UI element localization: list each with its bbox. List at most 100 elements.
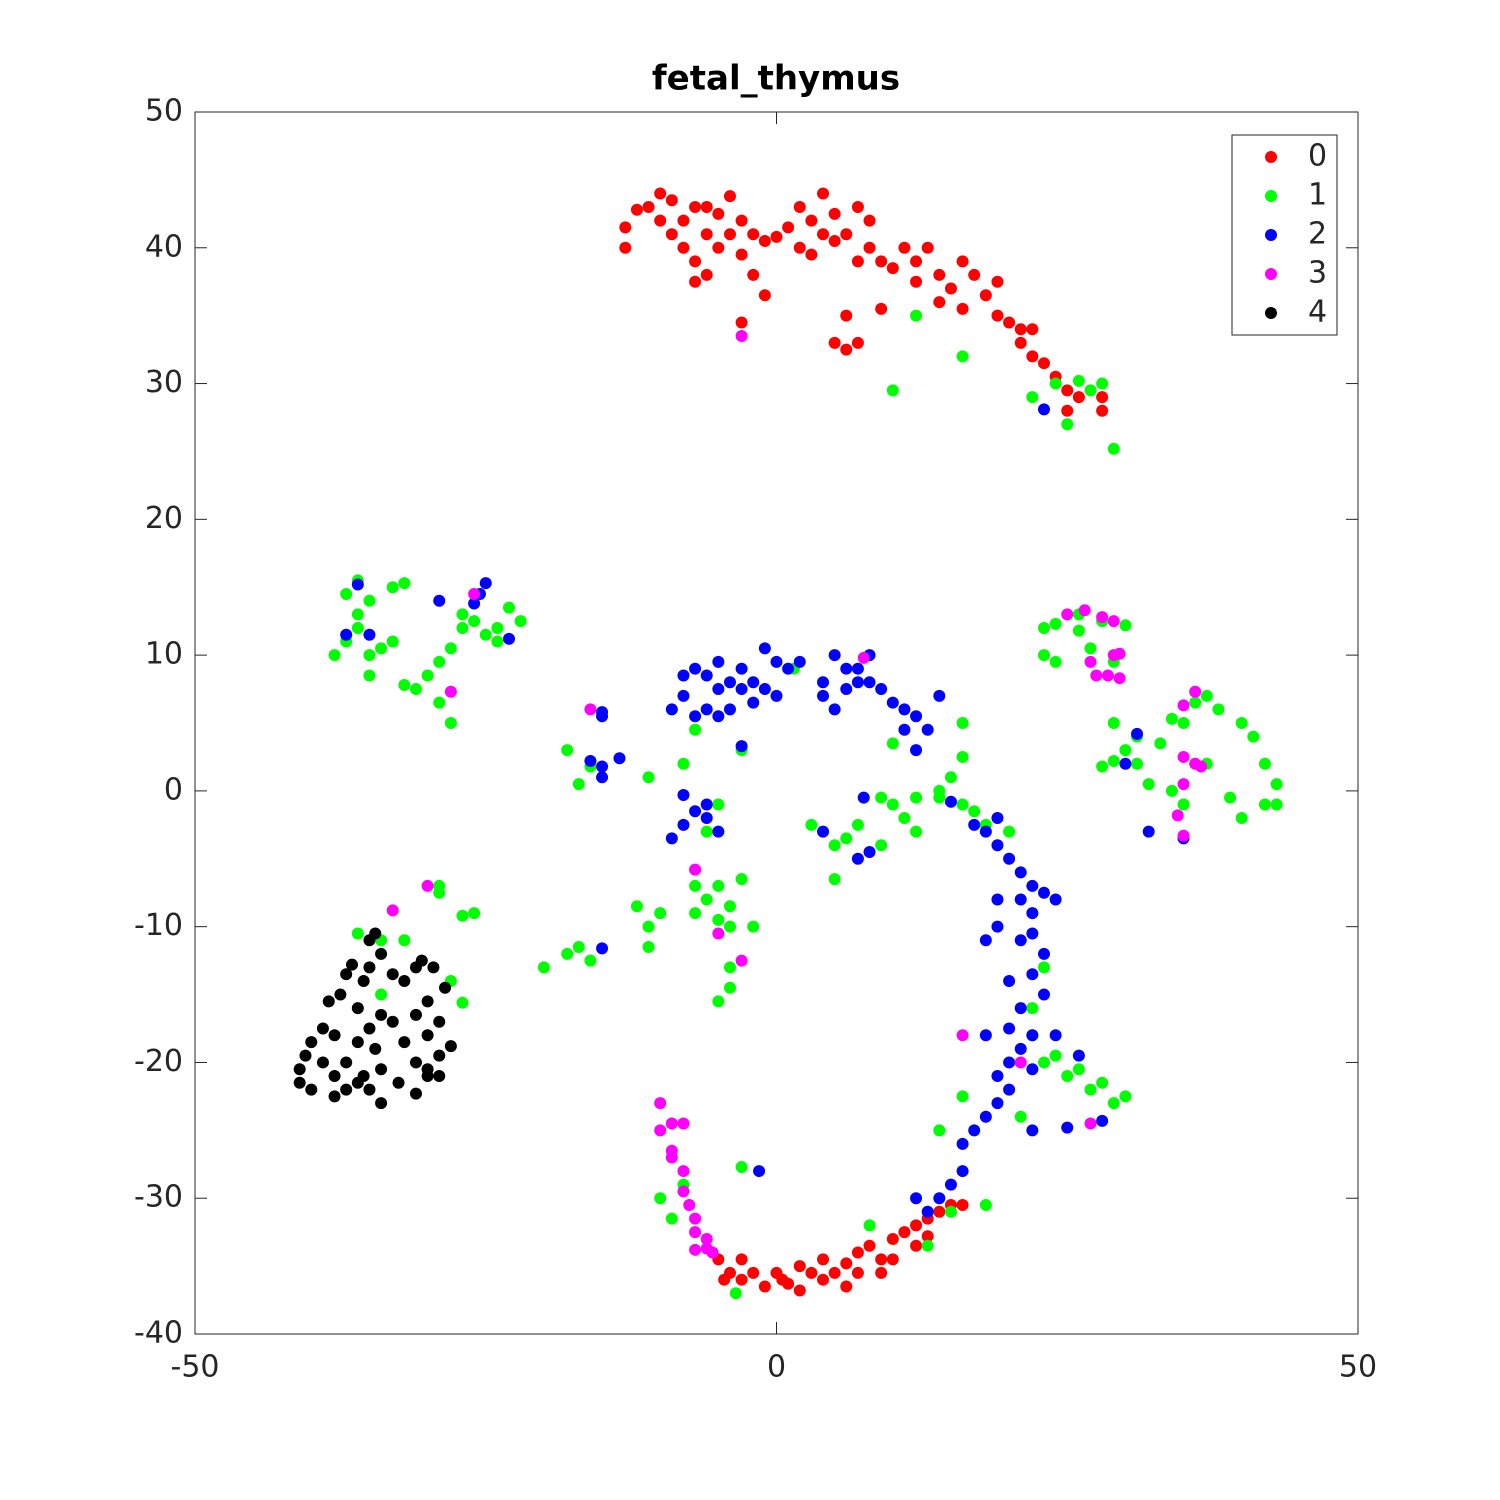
- point: [433, 1049, 446, 1062]
- point: [444, 642, 457, 655]
- point: [857, 791, 870, 804]
- point: [456, 621, 469, 634]
- point: [421, 879, 434, 892]
- point: [328, 1090, 341, 1103]
- point: [654, 907, 667, 920]
- point: [398, 934, 411, 947]
- point: [444, 717, 457, 729]
- point: [363, 628, 376, 641]
- legend-marker: [1265, 190, 1277, 202]
- point: [1003, 316, 1016, 329]
- point: [956, 302, 969, 315]
- point: [305, 1083, 318, 1096]
- point: [1049, 655, 1062, 668]
- point: [689, 255, 702, 268]
- point: [409, 1056, 422, 1069]
- point: [828, 839, 841, 852]
- point: [1003, 852, 1016, 865]
- point: [561, 744, 574, 757]
- point: [433, 696, 446, 709]
- y-tick-label: 20: [145, 501, 183, 536]
- point: [1142, 778, 1155, 791]
- point: [1026, 879, 1039, 892]
- point: [723, 190, 736, 203]
- point: [363, 1022, 376, 1035]
- point: [1119, 1090, 1132, 1103]
- point: [1003, 974, 1016, 987]
- point: [817, 187, 830, 200]
- y-tick-label: 30: [145, 365, 183, 400]
- point: [782, 221, 795, 234]
- point: [1258, 757, 1271, 770]
- point: [654, 187, 667, 200]
- point: [689, 1243, 702, 1256]
- point: [979, 1029, 992, 1042]
- point: [468, 588, 481, 601]
- point: [1026, 1063, 1039, 1076]
- point: [375, 988, 388, 1001]
- point: [1014, 1042, 1027, 1055]
- point: [363, 594, 376, 607]
- point: [944, 1205, 957, 1218]
- point: [677, 689, 690, 702]
- point: [1049, 1029, 1062, 1042]
- point: [921, 241, 934, 254]
- point: [1026, 1002, 1039, 1015]
- point: [340, 1083, 353, 1096]
- point: [712, 683, 725, 696]
- point: [1177, 798, 1190, 811]
- point: [956, 350, 969, 363]
- point: [1014, 1056, 1027, 1069]
- point: [723, 228, 736, 241]
- point: [921, 1230, 934, 1243]
- point: [1165, 712, 1178, 725]
- legend-label: 0: [1308, 139, 1327, 174]
- point: [1072, 391, 1085, 404]
- point: [735, 1160, 748, 1173]
- point: [863, 241, 876, 254]
- point: [328, 1070, 341, 1083]
- point: [1026, 927, 1039, 940]
- point: [1131, 727, 1144, 740]
- point: [875, 683, 888, 696]
- point: [910, 1192, 923, 1205]
- point: [677, 788, 690, 801]
- point: [735, 330, 748, 343]
- point: [677, 1165, 690, 1178]
- point: [1037, 947, 1050, 960]
- point: [1014, 1110, 1027, 1123]
- point: [898, 241, 911, 254]
- y-tick-label: -20: [134, 1044, 183, 1079]
- point: [479, 577, 492, 590]
- point: [1247, 730, 1260, 743]
- point: [712, 241, 725, 254]
- point: [514, 615, 527, 628]
- point: [689, 723, 702, 736]
- point: [805, 818, 818, 831]
- point: [572, 941, 585, 954]
- point: [700, 228, 713, 241]
- point: [910, 744, 923, 757]
- point: [700, 893, 713, 906]
- point: [863, 1239, 876, 1252]
- point: [875, 255, 888, 268]
- point: [1061, 608, 1074, 621]
- point: [851, 818, 864, 831]
- legend-marker: [1265, 307, 1277, 319]
- point: [1049, 377, 1062, 390]
- point: [316, 1022, 329, 1035]
- point: [689, 907, 702, 920]
- point: [700, 669, 713, 682]
- point: [642, 201, 655, 214]
- point: [1113, 647, 1126, 660]
- point: [991, 1070, 1004, 1083]
- point: [700, 201, 713, 214]
- point: [1224, 791, 1237, 804]
- point: [409, 683, 422, 696]
- point: [979, 289, 992, 302]
- legend-label: 4: [1308, 295, 1327, 330]
- point: [1003, 1056, 1016, 1069]
- point: [758, 234, 771, 247]
- point: [956, 1137, 969, 1150]
- point: [956, 1029, 969, 1042]
